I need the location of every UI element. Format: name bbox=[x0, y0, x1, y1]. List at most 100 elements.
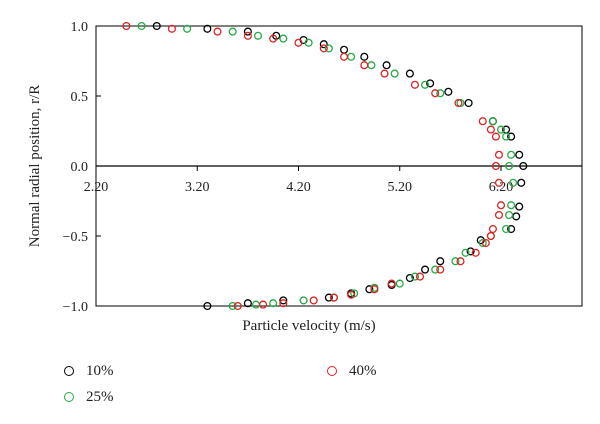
data-point bbox=[486, 125, 495, 134]
y-tick-label: −1.0 bbox=[63, 300, 88, 315]
data-point bbox=[515, 202, 524, 211]
data-point bbox=[410, 272, 419, 281]
data-point bbox=[471, 248, 480, 257]
data-point bbox=[507, 150, 516, 159]
data-point bbox=[319, 40, 328, 49]
data-point bbox=[421, 265, 430, 274]
data-point bbox=[505, 210, 514, 220]
x-tick-label: 5.20 bbox=[388, 180, 413, 195]
x-axis-label: Particle velocity (m/s) bbox=[242, 318, 375, 334]
data-point bbox=[279, 34, 288, 43]
data-point bbox=[269, 34, 278, 43]
data-points bbox=[122, 21, 528, 311]
data-point bbox=[203, 24, 212, 33]
data-point bbox=[494, 178, 504, 187]
data-point bbox=[507, 201, 516, 210]
data-point bbox=[502, 132, 511, 141]
data-point bbox=[329, 293, 338, 302]
data-point bbox=[431, 89, 440, 98]
data-point bbox=[502, 224, 511, 234]
data-point bbox=[519, 161, 528, 171]
data-point bbox=[365, 285, 374, 294]
data-point bbox=[436, 265, 445, 274]
data-point bbox=[347, 52, 356, 61]
x-axis-ticks: 2.20 3.20 4.20 5.20 6.20 bbox=[84, 166, 514, 195]
data-point bbox=[243, 31, 252, 40]
data-point bbox=[512, 212, 521, 221]
y-tick-label: 1.0 bbox=[71, 20, 89, 35]
data-point bbox=[478, 238, 487, 248]
data-point bbox=[436, 257, 445, 266]
data-point bbox=[228, 301, 237, 311]
data-point bbox=[405, 69, 414, 78]
data-point bbox=[269, 299, 278, 308]
data-point bbox=[324, 293, 333, 302]
data-point bbox=[243, 27, 252, 36]
data-point bbox=[466, 247, 475, 256]
y-axis-ticks: 1.0 0.5 0.0 −0.5 −1.0 bbox=[63, 20, 101, 315]
data-point bbox=[360, 52, 369, 61]
data-point bbox=[491, 132, 500, 141]
data-point bbox=[451, 257, 460, 266]
data-point bbox=[507, 132, 516, 141]
data-point bbox=[299, 296, 308, 305]
data-point bbox=[426, 79, 435, 88]
data-point bbox=[488, 117, 497, 126]
data-point bbox=[390, 69, 399, 78]
data-point bbox=[507, 224, 516, 234]
y-tick-label: 0.5 bbox=[71, 90, 89, 105]
data-point bbox=[461, 248, 470, 257]
data-point bbox=[410, 80, 419, 89]
y-tick-label: −0.5 bbox=[63, 230, 88, 245]
data-point bbox=[415, 272, 425, 281]
data-point bbox=[491, 161, 500, 171]
data-point bbox=[304, 38, 313, 47]
data-point bbox=[486, 231, 495, 241]
y-tick-label: 0.0 bbox=[71, 160, 89, 175]
data-point bbox=[253, 31, 263, 40]
data-point bbox=[228, 27, 237, 36]
data-point bbox=[494, 210, 504, 220]
data-point bbox=[515, 150, 524, 159]
data-point bbox=[233, 301, 242, 311]
data-point bbox=[405, 273, 414, 283]
data-point bbox=[294, 38, 303, 47]
data-point bbox=[509, 178, 518, 187]
data-point bbox=[340, 52, 349, 61]
data-point bbox=[481, 238, 490, 248]
data-point bbox=[382, 61, 391, 70]
data-point bbox=[436, 89, 445, 98]
x-tick-label: 6.20 bbox=[489, 180, 514, 195]
data-point bbox=[319, 44, 328, 53]
data-point bbox=[183, 24, 192, 33]
data-point bbox=[488, 224, 497, 234]
data-point bbox=[494, 150, 504, 159]
data-point bbox=[496, 125, 506, 134]
data-point bbox=[421, 80, 430, 89]
x-tick-label: 4.20 bbox=[286, 180, 311, 195]
data-point bbox=[137, 21, 146, 31]
data-point bbox=[431, 265, 440, 274]
data-point bbox=[387, 279, 396, 288]
y-axis-label: Normal radial position, r/R bbox=[27, 85, 43, 247]
data-point bbox=[380, 69, 389, 78]
data-point bbox=[395, 279, 404, 288]
x-tick-label: 3.20 bbox=[185, 180, 210, 195]
data-point bbox=[505, 161, 514, 171]
data-point bbox=[456, 257, 465, 266]
data-point bbox=[279, 296, 288, 305]
data-point bbox=[167, 24, 176, 33]
data-point bbox=[496, 201, 506, 210]
data-point bbox=[213, 27, 222, 36]
data-point bbox=[203, 301, 212, 311]
data-point bbox=[279, 299, 288, 308]
data-point bbox=[517, 178, 526, 187]
data-point bbox=[360, 61, 369, 70]
data-point bbox=[251, 300, 261, 309]
data-point bbox=[444, 87, 453, 96]
data-point bbox=[122, 21, 131, 31]
data-point bbox=[243, 299, 252, 308]
data-point bbox=[464, 98, 473, 108]
data-point bbox=[454, 98, 463, 108]
